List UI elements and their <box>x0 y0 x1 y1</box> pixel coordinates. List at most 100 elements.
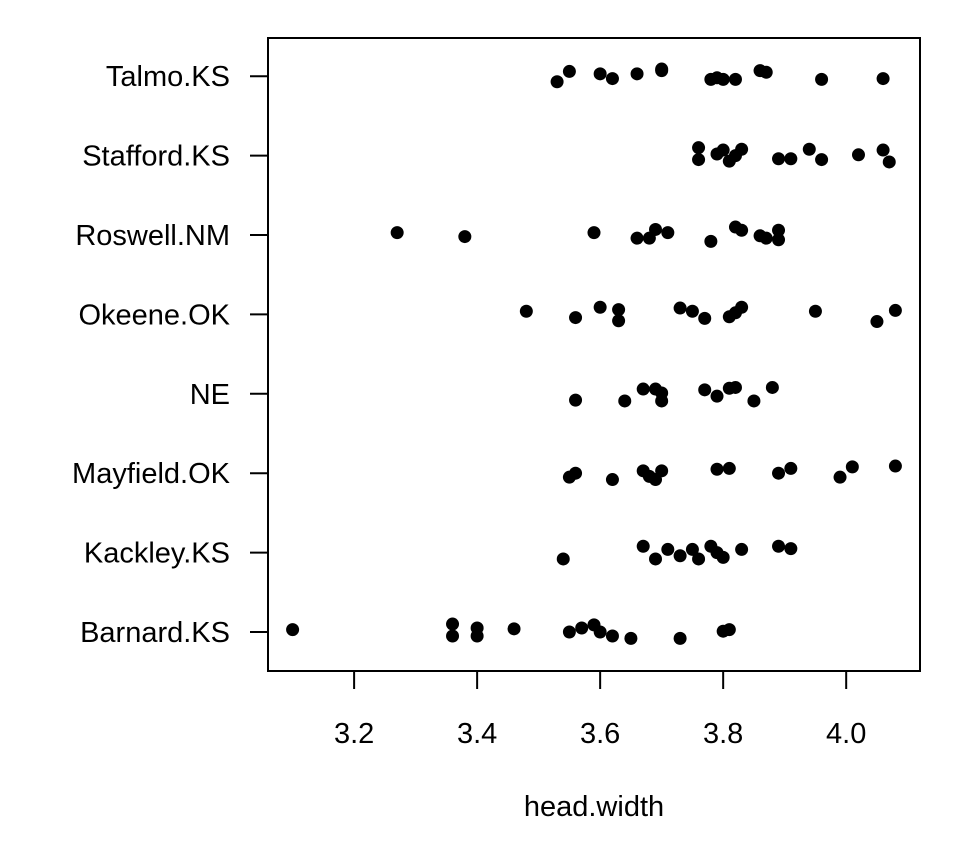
data-point <box>692 153 706 167</box>
data-point <box>286 623 300 637</box>
data-point <box>728 72 742 86</box>
data-point <box>507 622 521 636</box>
data-point <box>876 72 890 86</box>
plot-frame <box>267 37 921 672</box>
data-points <box>286 62 902 645</box>
data-point <box>569 466 583 480</box>
data-point <box>556 552 570 566</box>
data-point <box>446 629 460 643</box>
y-axis: Barnard.KS Kackley.KS Mayfield.OK NE Okeene.… <box>72 61 268 649</box>
data-point <box>772 223 786 237</box>
data-point <box>698 383 712 397</box>
data-point <box>722 623 736 637</box>
data-point <box>550 75 564 89</box>
data-point <box>851 148 865 162</box>
data-point <box>593 67 607 81</box>
data-point <box>605 629 619 643</box>
data-point <box>710 462 724 476</box>
data-point <box>390 226 404 240</box>
data-point <box>772 466 786 480</box>
data-point <box>685 304 699 318</box>
x-axis: 3.2 3.4 3.6 3.8 4.0 <box>334 670 866 750</box>
y-tick-label: Roswell.NM <box>75 220 230 252</box>
x-tick-label: 3.8 <box>703 718 743 750</box>
data-point <box>845 460 859 474</box>
x-tick-label: 3.2 <box>334 718 374 750</box>
data-point <box>888 303 902 317</box>
data-point <box>772 539 786 553</box>
data-point <box>784 152 798 166</box>
data-point <box>692 141 706 155</box>
x-tick-label: 3.6 <box>580 718 620 750</box>
data-point <box>593 625 607 639</box>
data-point <box>624 631 638 645</box>
y-tick-label: NE <box>190 379 230 411</box>
data-point <box>772 233 786 247</box>
data-point <box>612 303 626 317</box>
data-point <box>470 629 484 643</box>
data-point <box>772 152 786 166</box>
y-tick-label: Talmo.KS <box>106 61 230 93</box>
data-point <box>673 301 687 315</box>
y-tick-label: Kackley.KS <box>84 538 230 570</box>
data-point <box>685 542 699 556</box>
data-point <box>759 231 773 245</box>
data-point <box>519 304 533 318</box>
data-point <box>815 153 829 167</box>
data-point <box>655 386 669 400</box>
data-point <box>735 542 749 556</box>
data-point <box>722 461 736 475</box>
data-point <box>655 62 669 76</box>
x-axis-title: head.width <box>524 791 664 823</box>
data-point <box>784 542 798 556</box>
data-point <box>876 143 890 157</box>
y-tick-label: Mayfield.OK <box>72 458 231 490</box>
data-point <box>808 304 822 318</box>
data-point <box>661 226 675 240</box>
data-point <box>593 300 607 314</box>
data-point <box>562 64 576 78</box>
y-tick-label: Okeene.OK <box>78 299 230 331</box>
data-point <box>649 552 663 566</box>
data-point <box>716 550 730 564</box>
data-point <box>716 143 730 157</box>
data-point <box>735 142 749 156</box>
data-point <box>569 393 583 407</box>
data-point <box>735 300 749 314</box>
data-point <box>618 394 632 408</box>
data-point <box>735 223 749 237</box>
data-point <box>569 311 583 325</box>
data-point <box>716 72 730 86</box>
data-point <box>630 67 644 81</box>
data-point <box>759 65 773 79</box>
data-point <box>765 380 779 394</box>
data-point <box>458 230 472 244</box>
data-point <box>673 549 687 563</box>
data-point <box>636 539 650 553</box>
data-point <box>870 315 884 329</box>
data-point <box>673 631 687 645</box>
data-point <box>661 542 675 556</box>
data-point <box>446 617 460 631</box>
data-point <box>612 314 626 328</box>
y-tick-label: Barnard.KS <box>80 617 230 649</box>
data-point <box>728 380 742 394</box>
data-point <box>655 464 669 478</box>
y-tick-label: Stafford.KS <box>82 141 230 173</box>
data-point <box>710 389 724 403</box>
data-point <box>802 142 816 156</box>
data-point <box>833 470 847 484</box>
data-point <box>704 234 718 248</box>
data-point <box>605 473 619 487</box>
data-point <box>698 311 712 325</box>
data-point <box>692 552 706 566</box>
data-point <box>587 226 601 240</box>
data-point <box>562 625 576 639</box>
data-point <box>882 155 896 169</box>
data-point <box>630 231 644 245</box>
data-point <box>815 72 829 86</box>
data-point <box>575 621 589 635</box>
data-point <box>888 459 902 473</box>
data-point <box>784 461 798 475</box>
